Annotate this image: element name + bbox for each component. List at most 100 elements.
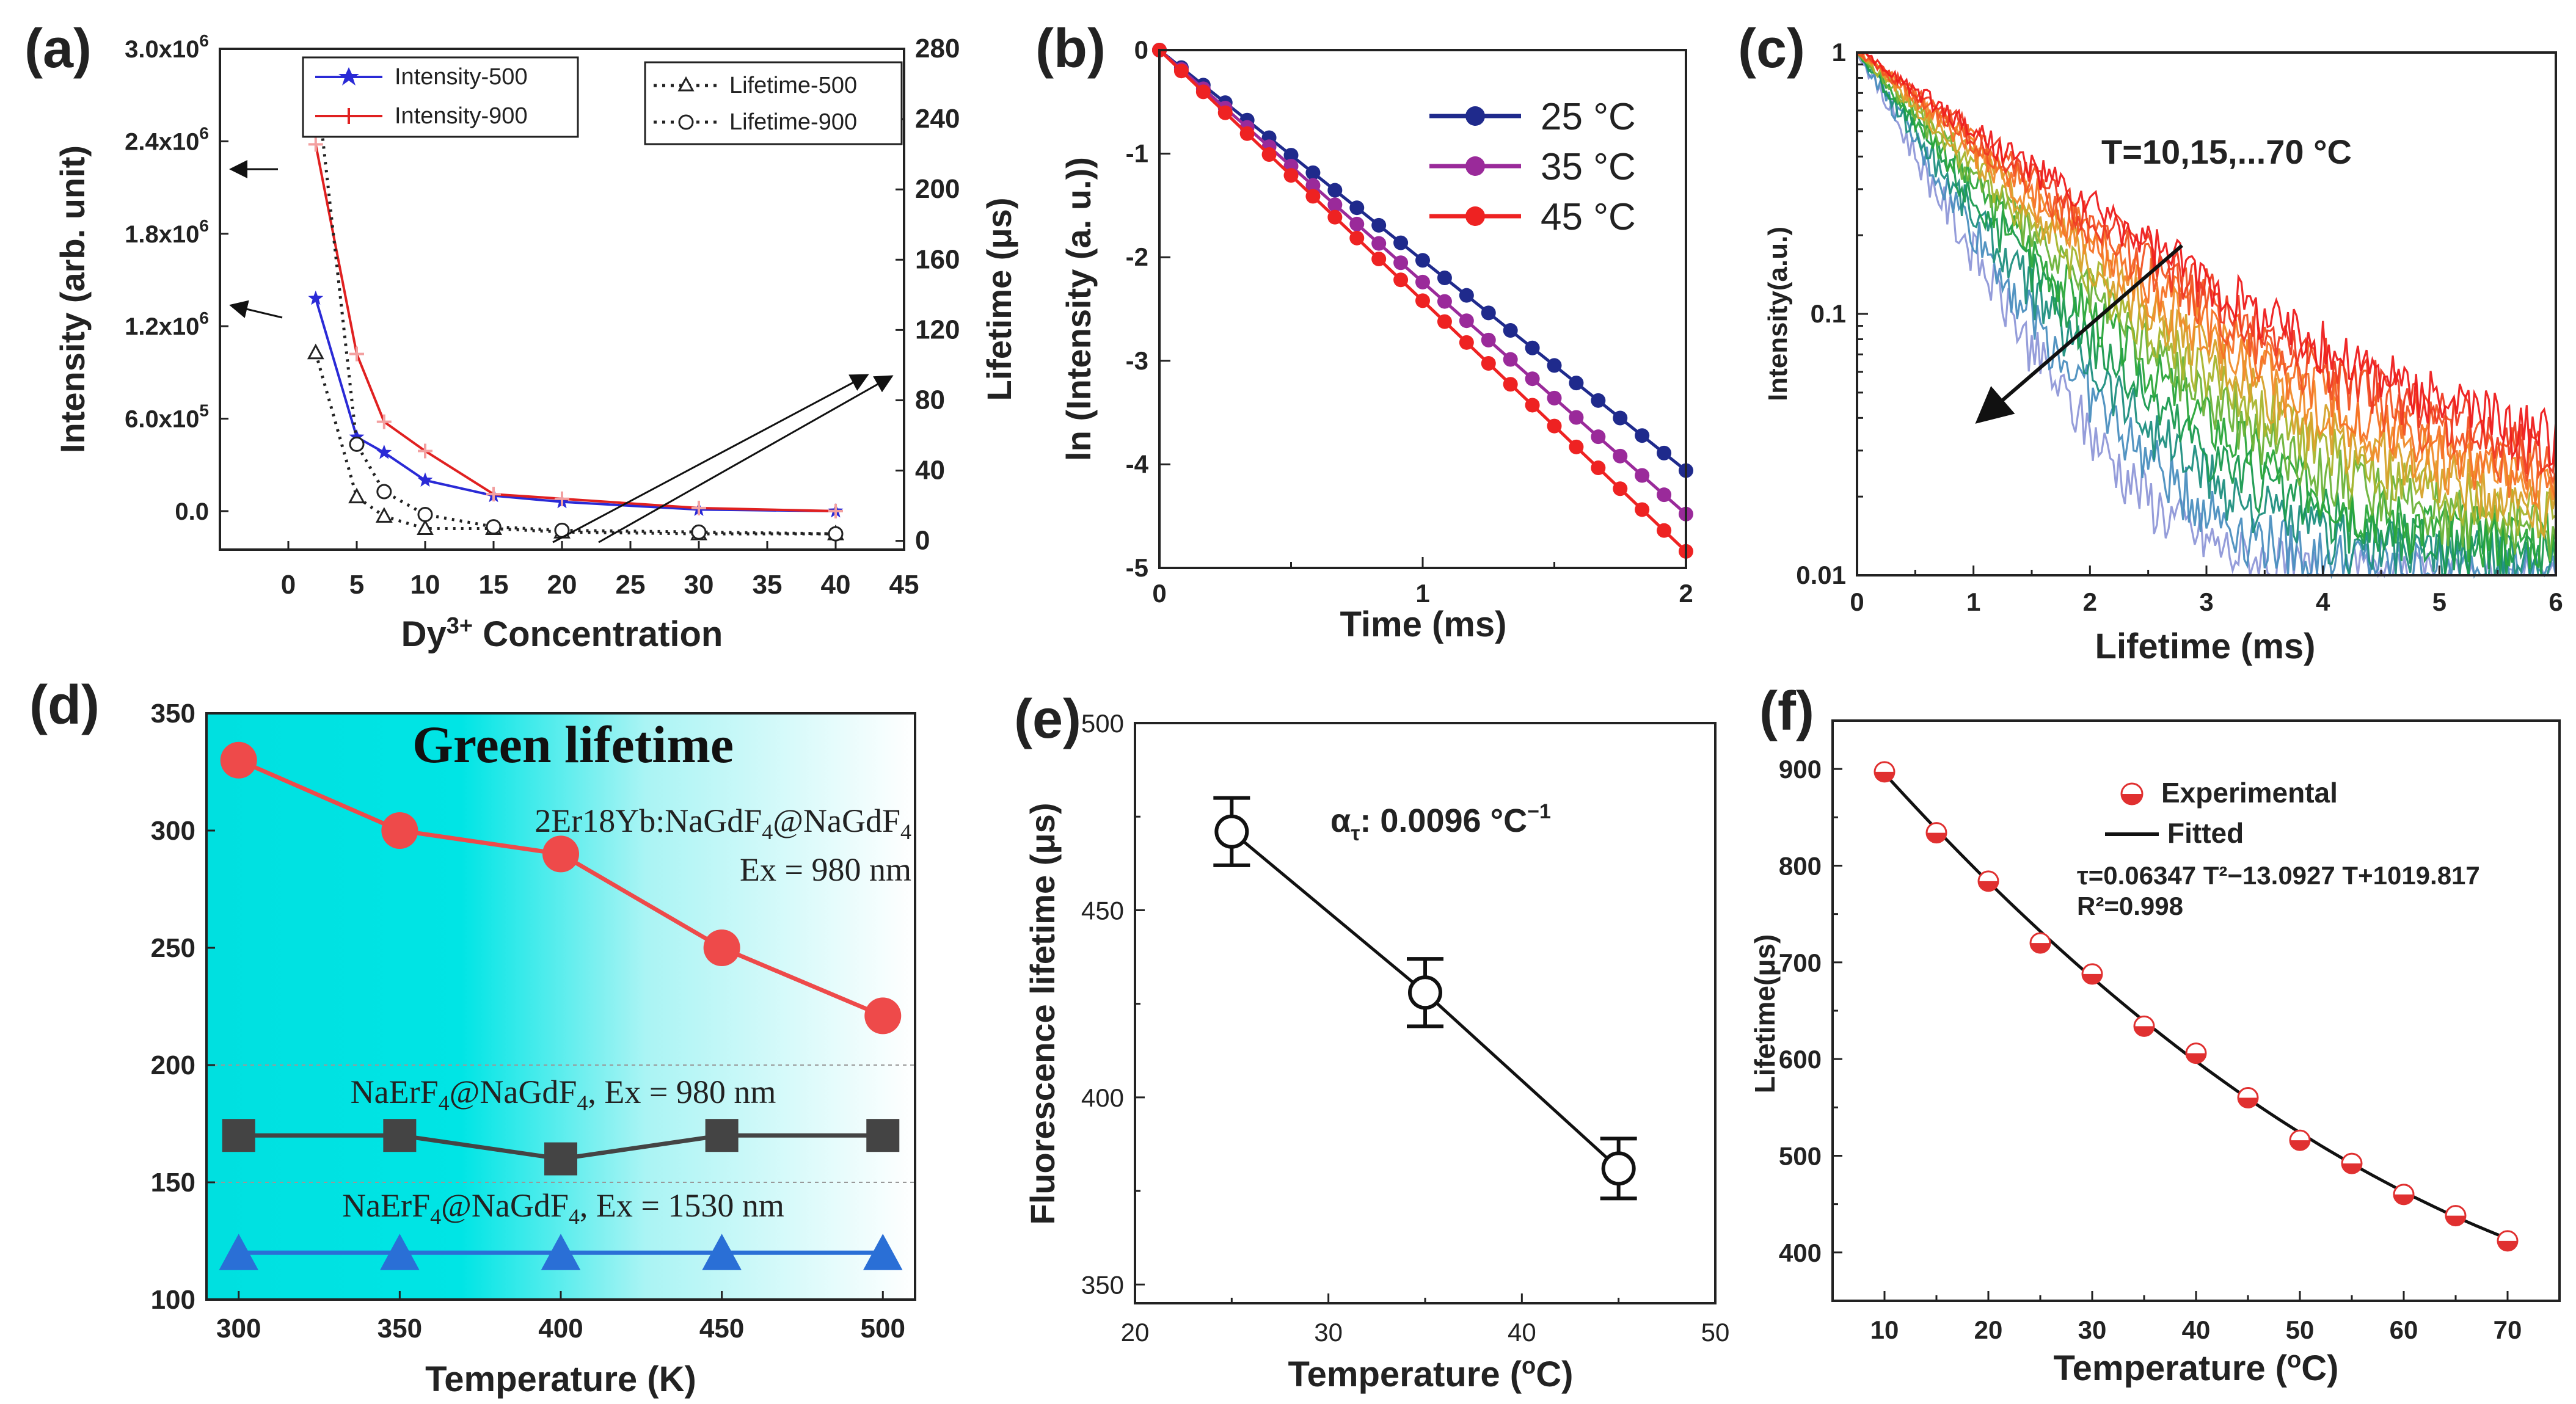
y-tick-label: 500 [1081, 709, 1124, 738]
data-point-star [376, 445, 392, 459]
panel-d: (d) 300 350 400 450 500 100 150 200 250 300 350 Gr… [29, 675, 916, 1399]
panel-b-xlabel: Time (ms) [1340, 605, 1507, 644]
circle-marker-icon [678, 114, 694, 130]
data-point [1503, 377, 1518, 392]
data-point-triangle [307, 343, 324, 360]
data-point [1173, 64, 1189, 79]
panel-d-series [219, 741, 903, 1270]
y-tick-label: 0.01 [1796, 561, 1846, 589]
data-point-fill [2134, 1026, 2154, 1036]
x-tick-label: 5 [349, 570, 364, 600]
panel-a-y2label: Lifetime (μs) [980, 198, 1018, 401]
y-tick-label: 600 [1779, 1045, 1822, 1074]
data-point [1481, 356, 1496, 371]
panel-a-arrow-right-top [552, 374, 869, 544]
data-point [1569, 376, 1584, 391]
data-point-fill [2446, 1215, 2465, 1226]
data-point-square [222, 1119, 255, 1152]
y-tick-label: 400 [1779, 1239, 1822, 1267]
x-tick-label: 20 [547, 570, 577, 600]
x-tick-label: 60 [2390, 1315, 2418, 1344]
legend-marker [1465, 106, 1485, 126]
data-point-fill [2238, 1097, 2258, 1108]
x-tick-label: 400 [538, 1314, 583, 1344]
data-point [1525, 371, 1540, 387]
x-tick-label: 45 [889, 570, 919, 600]
data-point-circle [542, 835, 579, 873]
x-tick-label: 2 [2083, 587, 2097, 616]
panel-e-series [1213, 796, 1637, 1201]
y-tick-label: 150 [151, 1168, 195, 1198]
y-tick-label: 700 [1779, 948, 1822, 977]
panel-d-series-1-excitation: Ex = 980 nm [740, 851, 911, 888]
panel-a-xlabel: Dy3+ Concentration [401, 613, 723, 654]
data-point [1635, 468, 1650, 483]
data-point [1327, 183, 1343, 198]
x-tick-label: 50 [1701, 1318, 1730, 1347]
data-point [1437, 294, 1452, 309]
triangle-marker-icon [677, 76, 695, 92]
data-point-star [417, 472, 433, 487]
data-point-circle [703, 929, 740, 966]
data-point-circle [828, 526, 844, 542]
series-line-lifetime-500 [314, 352, 836, 536]
panel-f-xlabel: Temperature (oC) [2054, 1347, 2339, 1388]
legend-label: 25 °C [1541, 96, 1636, 138]
data-point-triangle [380, 1234, 420, 1270]
y-tick-label: 1.8x106 [125, 216, 209, 248]
y2-tick-label: 240 [915, 104, 960, 134]
y-tick-label: 0.1 [1811, 299, 1846, 328]
data-point-plus [308, 137, 323, 152]
data-point [1591, 460, 1606, 476]
data-point [1481, 305, 1496, 321]
legend-label: 35 °C [1541, 146, 1636, 188]
legend-lifetime-500: Lifetime-500 [729, 73, 857, 98]
y-tick-label: 350 [151, 699, 195, 729]
y-tick-label: 2.4x106 [125, 123, 209, 155]
data-point-plus [418, 443, 432, 459]
data-point [1657, 523, 1672, 538]
data-point-star [349, 429, 365, 444]
panel-b-legend: 25 °C 35 °C 45 °C [1429, 96, 1636, 238]
data-point [1459, 288, 1474, 303]
data-point [1547, 390, 1562, 406]
legend-label: 45 °C [1541, 196, 1636, 238]
series-line-intensity-900 [314, 144, 836, 512]
x-tick-label: 40 [821, 570, 851, 600]
x-tick-label: 35 [753, 570, 783, 600]
data-point [1459, 335, 1474, 350]
data-point [1283, 148, 1299, 163]
panel-a-ticks: 0 5 10 15 20 25 30 35 40 45 0.0 6.0x105 1.2x106 1.8x1… [125, 31, 960, 600]
data-point [1393, 235, 1409, 250]
panel-f-series [1874, 761, 2519, 1252]
data-point-plus [555, 491, 569, 506]
data-point [1635, 502, 1650, 517]
y-tick-label: 450 [1081, 896, 1124, 925]
y-tick-label: -2 [1126, 242, 1148, 271]
panel-b-frame [1158, 49, 1687, 569]
data-point-star [308, 290, 324, 305]
y-tick-label: -3 [1126, 346, 1148, 375]
panel-e-frame [1134, 722, 1717, 1304]
data-point-circle [349, 436, 365, 452]
legend-lifetime-900: Lifetime-900 [729, 109, 857, 135]
x-tick-label: 25 [616, 570, 646, 600]
panel-f-legend-experimental: Experimental [2161, 777, 2338, 809]
data-point [1657, 487, 1672, 503]
decay-curve-65 [1857, 51, 2557, 476]
data-point [1327, 197, 1343, 213]
data-point-fill [2082, 973, 2102, 984]
data-point-circle [376, 484, 392, 500]
data-point-circle [220, 741, 257, 779]
y-tick-label: 800 [1779, 852, 1822, 881]
y2-tick-label: 80 [915, 385, 945, 415]
x-tick-label: 0 [281, 570, 296, 600]
panel-f-legend: Experimental Fitted [2105, 777, 2338, 849]
y-tick-label: 200 [151, 1050, 195, 1080]
decay-curve-40 [1857, 51, 2557, 539]
data-point-triangle [417, 519, 434, 535]
data-point [1217, 105, 1233, 120]
panel-c-ylabel: Intensity(a.u.) [1763, 227, 1793, 401]
data-point [1349, 230, 1365, 246]
